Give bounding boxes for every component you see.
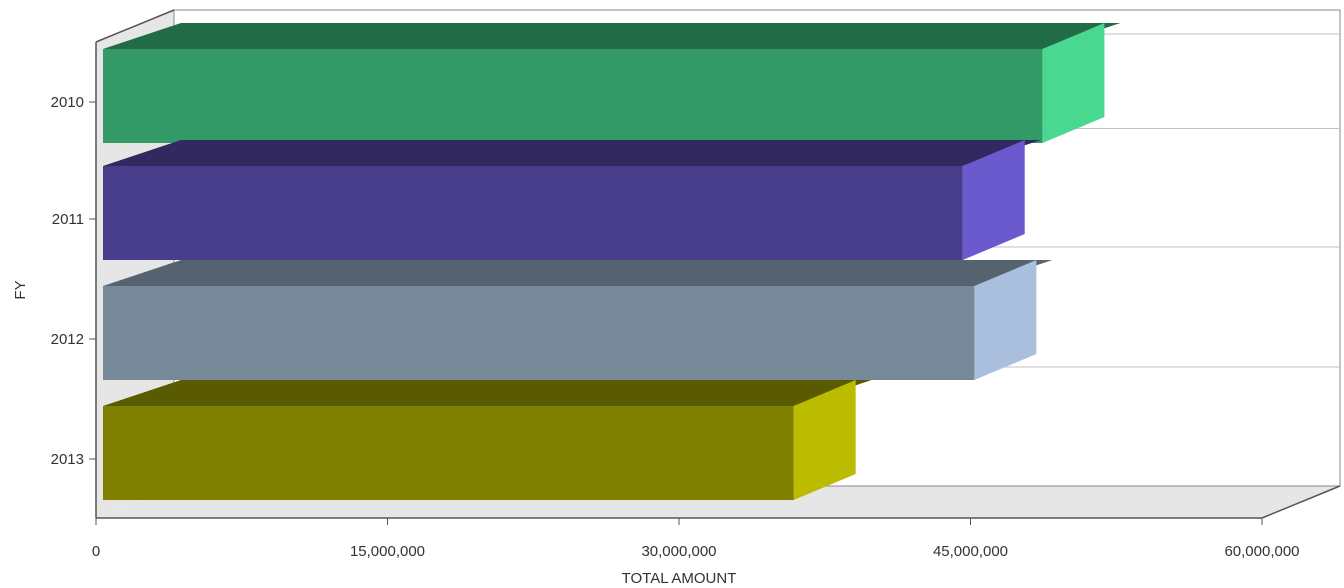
bar-2011: [103, 140, 1041, 260]
y-tick-label: 2011: [52, 211, 84, 228]
bar-top-face: [103, 260, 1052, 286]
y-tick-label: 2010: [51, 94, 84, 111]
bar-front-face: [103, 406, 794, 500]
y-tick-label: 2013: [51, 451, 84, 468]
x-tick-label: 15,000,000: [350, 543, 425, 560]
x-tick-label: 45,000,000: [933, 543, 1008, 560]
bar-top-face: [103, 23, 1120, 49]
bar-front-face: [103, 166, 963, 260]
bar-2012: [103, 260, 1052, 380]
y-tick-label: 2012: [51, 331, 84, 348]
bar-top-face: [103, 380, 872, 406]
bar-2010: [103, 23, 1120, 143]
x-axis-title: TOTAL AMOUNT: [622, 570, 737, 587]
x-tick-label: 0: [92, 543, 100, 560]
bar-front-face: [103, 286, 974, 380]
bar-top-face: [103, 140, 1041, 166]
x-tick-label: 30,000,000: [641, 543, 716, 560]
bar-front-face: [103, 49, 1042, 143]
bar-2013: [103, 380, 872, 500]
x-tick-label: 60,000,000: [1224, 543, 1299, 560]
y-axis-title: FY: [12, 280, 29, 299]
